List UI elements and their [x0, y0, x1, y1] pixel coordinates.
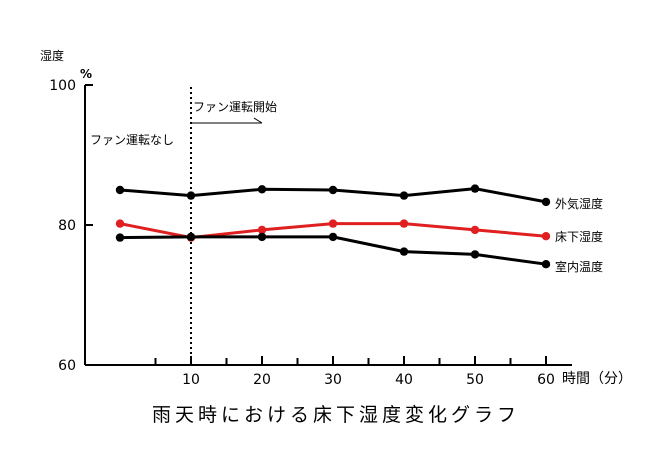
data-point	[470, 184, 480, 193]
data-point	[186, 232, 196, 242]
data-point	[186, 191, 196, 200]
data-point	[257, 232, 267, 242]
data-point	[115, 185, 125, 195]
data-point	[328, 185, 338, 195]
series-label: 床下湿度	[555, 229, 603, 244]
data-point	[541, 197, 551, 207]
series-label: 外気湿度	[555, 196, 603, 211]
annotation-after: ファン運転開始	[193, 100, 277, 114]
data-point	[115, 233, 125, 242]
x-tick-label: 20	[253, 372, 271, 388]
data-point	[399, 191, 409, 200]
data-point	[541, 232, 551, 241]
chart-title: 雨天時における床下湿度変化グラフ	[152, 404, 520, 426]
data-point	[399, 219, 409, 228]
series-indoor: 室内温度	[115, 232, 603, 274]
data-point	[257, 185, 267, 194]
y-tick-label: 60	[58, 358, 76, 374]
data-point	[328, 232, 338, 242]
data-point	[257, 225, 267, 235]
data-point	[470, 250, 480, 259]
x-tick-label: 10	[182, 372, 200, 388]
data-point	[328, 219, 338, 228]
y-axis-unit: %	[80, 67, 92, 81]
data-point	[470, 225, 480, 235]
data-point	[115, 219, 125, 228]
y-axis-label: 湿度	[40, 48, 64, 63]
data-point	[399, 247, 409, 256]
x-tick-label: 60	[537, 372, 555, 388]
series-label: 室内温度	[555, 259, 603, 274]
x-tick-label: 30	[324, 372, 342, 388]
data-point	[541, 260, 551, 269]
x-tick-label: 50	[466, 372, 484, 388]
y-tick-label: 100	[49, 78, 76, 94]
annotation-before: ファン運転なし	[90, 133, 174, 147]
y-tick-label: 80	[58, 218, 76, 234]
x-axis-label: 時間（分）	[562, 371, 632, 387]
x-tick-label: 40	[395, 372, 413, 388]
series-outside: 外気湿度	[115, 184, 603, 211]
annotation-arrow	[190, 117, 263, 124]
